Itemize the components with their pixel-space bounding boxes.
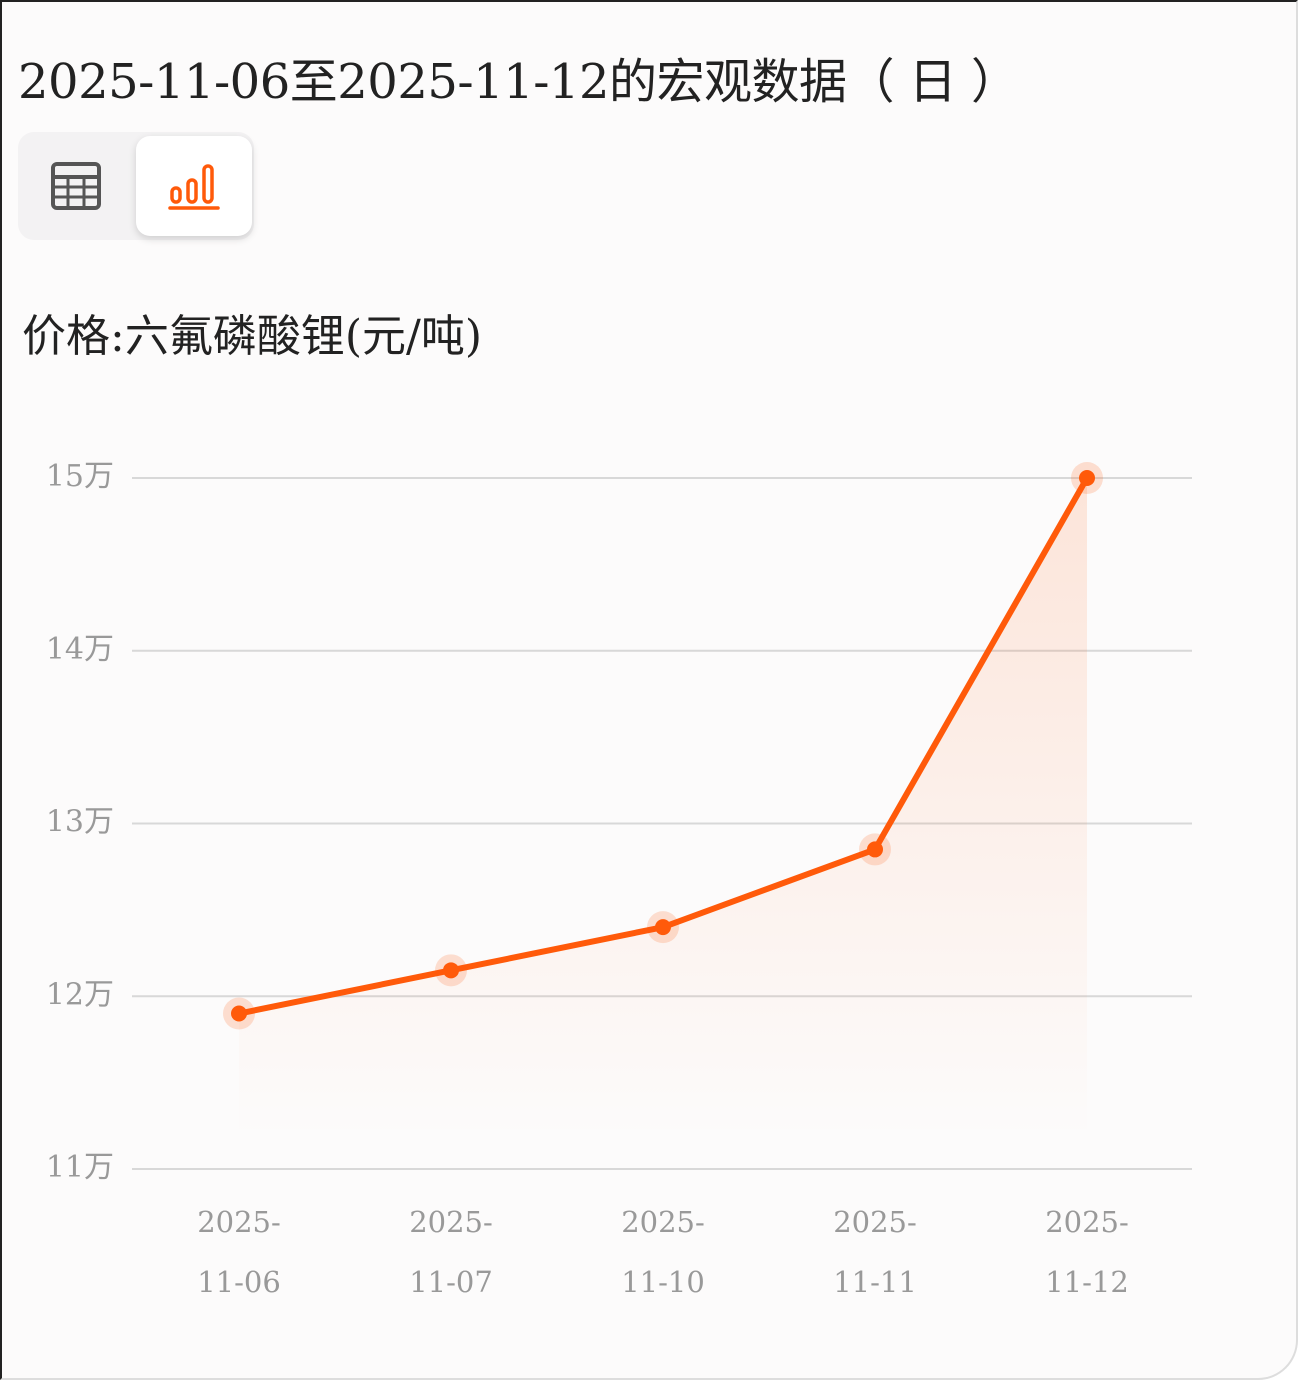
y-tick-label: 15万 — [46, 459, 114, 494]
data-point[interactable] — [867, 841, 883, 858]
area-fill — [239, 478, 1087, 1139]
line-chart: 11万 12万 13万 14万 15万 2025- 11-06 2025- 11-07 2025… — [46, 459, 1192, 1299]
table-icon — [51, 162, 101, 210]
y-tick-label: 13万 — [46, 805, 114, 840]
x-tick-label: 2025- — [621, 1205, 705, 1239]
bar-chart-icon — [168, 164, 220, 210]
x-tick-label: 2025- — [197, 1205, 281, 1239]
x-tick-label: 11-10 — [621, 1265, 705, 1299]
x-tick-label: 2025- — [409, 1205, 493, 1239]
x-tick-label: 11-12 — [1045, 1265, 1129, 1299]
y-tick-label: 14万 — [46, 632, 114, 667]
data-point[interactable] — [231, 1005, 247, 1022]
y-tick-label: 11万 — [46, 1150, 114, 1185]
data-point[interactable] — [1079, 470, 1095, 486]
x-tick-label: 11-06 — [197, 1265, 281, 1299]
x-tick-label: 11-07 — [409, 1265, 493, 1299]
x-tick-label: 2025- — [833, 1205, 917, 1239]
page-title: 2025-11-06至2025-11-12的宏观数据（ 日 ） — [18, 54, 1019, 110]
chart-title: 价格:六氟磷酸锂(元/吨) — [22, 311, 482, 362]
x-tick-label: 11-11 — [833, 1265, 917, 1299]
data-point[interactable] — [655, 919, 671, 936]
view-toggle — [18, 132, 254, 240]
y-tick-label: 12万 — [46, 977, 114, 1012]
data-point[interactable] — [443, 962, 459, 979]
table-view-button[interactable] — [18, 136, 134, 236]
x-tick-label: 2025- — [1045, 1205, 1129, 1239]
chart-view-button[interactable] — [136, 136, 252, 236]
